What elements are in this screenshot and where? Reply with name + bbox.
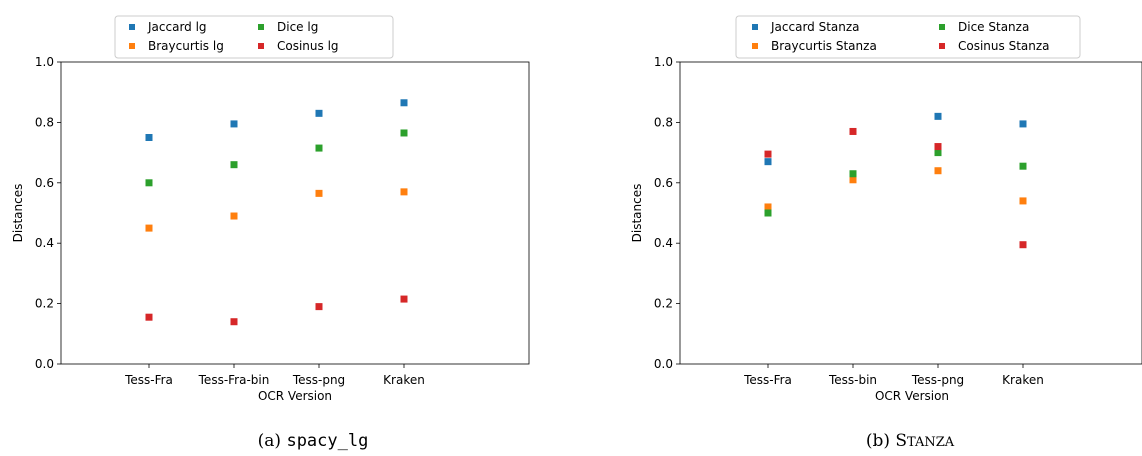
point-cosinus-lg-1: [230, 318, 238, 326]
point-jaccard-lg-2: [315, 109, 323, 117]
legend-marker: [129, 43, 135, 49]
x-tick-label: Tess-Fra: [124, 373, 173, 387]
legend-label: Dice Stanza: [958, 20, 1029, 34]
x-tick-label: Tess-png: [292, 373, 345, 387]
point-braycurtis-lg-1: [230, 212, 238, 220]
point-jaccard-stanza-2: [934, 112, 942, 120]
point-dice-lg-3: [400, 129, 408, 137]
point-braycurtis-lg-2: [315, 189, 323, 197]
y-tick-label: 0.2: [654, 297, 673, 311]
y-tick-label: 0.2: [35, 297, 54, 311]
caption-b: (b) STANZA: [866, 431, 955, 451]
point-braycurtis-stanza-1: [849, 176, 857, 184]
legend-marker: [258, 24, 264, 30]
caption-a-prefix: (a): [258, 431, 287, 451]
point-cosinus-lg-0: [145, 313, 153, 321]
plot-frame: [60, 61, 530, 365]
caption-a: (a) spacy_lg: [258, 431, 369, 451]
point-braycurtis-lg-0: [145, 224, 153, 232]
legend-label: Dice lg: [277, 20, 318, 34]
point-dice-stanza-2: [934, 149, 942, 157]
y-tick-label: 0.8: [35, 115, 54, 129]
point-dice-stanza-1: [849, 170, 857, 178]
y-tick-label: 0.0: [35, 357, 54, 371]
point-braycurtis-stanza-2: [934, 167, 942, 175]
chart-stanza: 0.0 0.2 0.4 0.6 0.8 1.0 Tess-Fra Tess-bin Tess-p…: [630, 15, 1142, 403]
point-braycurtis-lg-3: [400, 188, 408, 196]
point-dice-lg-0: [145, 179, 153, 187]
x-tick-label: Kraken: [1002, 373, 1044, 387]
point-cosinus-stanza-2: [934, 143, 942, 151]
x-axis-label: OCR Version: [258, 389, 332, 403]
y-axis-label: Distances: [630, 184, 644, 243]
legend-label: Cosinus Stanza: [958, 39, 1050, 53]
point-jaccard-stanza-3: [1019, 120, 1027, 128]
chart-spacy-lg: 0.0 0.2 0.4 0.6 0.8 1.0 Tess-Fra Tess-Fra-bin Te…: [11, 15, 530, 403]
x-tick-label: Tess-Fra: [743, 373, 792, 387]
caption-a-name: spacy_lg: [286, 431, 368, 451]
legend-label: Jaccard lg: [147, 20, 207, 34]
point-dice-stanza-3: [1019, 162, 1027, 170]
point-cosinus-stanza-1: [849, 127, 857, 135]
x-tick-label: Tess-bin: [828, 373, 877, 387]
point-braycurtis-stanza-0: [764, 203, 772, 211]
point-jaccard-lg-3: [400, 99, 408, 107]
point-jaccard-lg-0: [145, 134, 153, 141]
point-dice-lg-1: [230, 161, 238, 169]
legend-marker: [752, 24, 758, 30]
legend-label: Braycurtis Stanza: [771, 39, 877, 53]
y-tick-label: 1.0: [654, 55, 673, 69]
point-cosinus-lg-2: [315, 303, 323, 311]
y-tick-label: 0.6: [654, 176, 673, 190]
point-cosinus-lg-3: [400, 295, 408, 303]
legend-marker: [939, 24, 945, 30]
legend-box: [735, 15, 1081, 59]
legend-marker: [752, 43, 758, 49]
legend-box: [114, 15, 394, 59]
y-axis-label: Distances: [11, 184, 25, 243]
point-dice-stanza-0: [764, 209, 772, 217]
x-tick-label: Tess-png: [911, 373, 964, 387]
legend-label: Jaccard Stanza: [770, 20, 860, 34]
caption-b-name: STANZA: [895, 431, 954, 451]
point-dice-lg-2: [315, 144, 323, 152]
y-tick-label: 0.6: [35, 176, 54, 190]
y-tick-label: 0.4: [654, 236, 673, 250]
caption-b-prefix: (b): [866, 431, 896, 451]
y-tick-label: 0.0: [654, 357, 673, 371]
point-jaccard-stanza-0: [764, 158, 772, 166]
legend: Jaccard lg Braycurtis lg Dice lg Cosinus lg: [114, 15, 394, 59]
legend-label: Cosinus lg: [277, 39, 339, 53]
point-cosinus-stanza-0: [764, 150, 772, 158]
x-tick-label: Tess-Fra-bin: [198, 373, 270, 387]
legend-marker: [129, 24, 135, 30]
y-tick-label: 0.8: [654, 115, 673, 129]
y-tick-label: 1.0: [35, 55, 54, 69]
point-jaccard-lg-1: [230, 120, 238, 128]
y-tick-label: 0.4: [35, 236, 54, 250]
legend: Jaccard Stanza Braycurtis Stanza Dice Stan…: [735, 15, 1081, 59]
x-tick-label: Kraken: [383, 373, 425, 387]
legend-marker: [939, 43, 945, 49]
plot-frame: [679, 61, 1142, 365]
point-cosinus-stanza-3: [1019, 241, 1027, 249]
legend-label: Braycurtis lg: [148, 39, 224, 53]
x-axis-label: OCR Version: [875, 389, 949, 403]
point-braycurtis-stanza-3: [1019, 197, 1027, 205]
legend-marker: [258, 43, 264, 49]
